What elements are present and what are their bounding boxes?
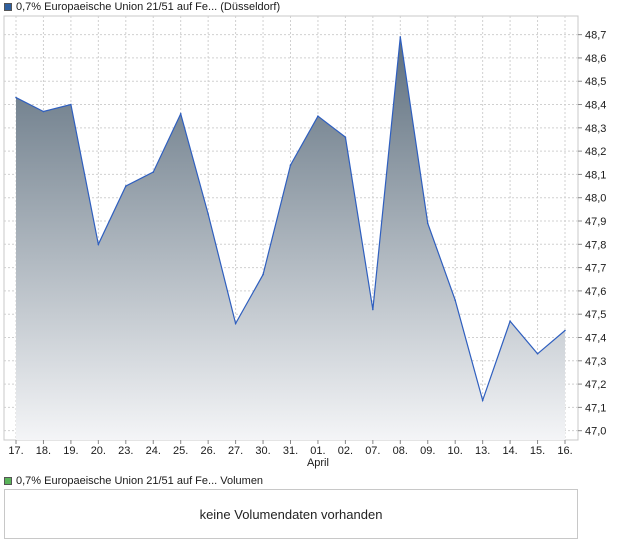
x-tick-label: 25. bbox=[173, 445, 188, 457]
y-tick-label: 48,5 bbox=[585, 76, 606, 88]
x-tick-label: 13. bbox=[475, 445, 490, 457]
data-point bbox=[317, 115, 319, 117]
x-tick-label: 01. bbox=[310, 445, 325, 457]
x-tick-label: 02. bbox=[338, 445, 353, 457]
y-tick-label: 48,3 bbox=[585, 123, 606, 135]
data-point bbox=[399, 36, 402, 38]
y-tick-label: 48,7 bbox=[585, 30, 606, 42]
y-tick-label: 48,0 bbox=[585, 193, 606, 205]
y-tick-label: 47,0 bbox=[585, 426, 606, 438]
x-tick-label: 14. bbox=[502, 445, 517, 457]
y-tick-label: 47,7 bbox=[585, 263, 606, 275]
price-legend: 0,7% Europaeische Union 21/51 auf Fe... … bbox=[4, 0, 280, 14]
x-tick-label: 24. bbox=[146, 445, 161, 457]
data-point bbox=[454, 299, 457, 302]
price-legend-label: 0,7% Europaeische Union 21/51 auf Fe... … bbox=[16, 1, 281, 13]
x-tick-label: 26. bbox=[201, 445, 216, 457]
data-point bbox=[97, 243, 100, 246]
y-tick-label: 47,5 bbox=[585, 309, 606, 321]
x-tick-label: 31. bbox=[283, 445, 298, 457]
y-tick-label: 47,1 bbox=[585, 402, 606, 414]
data-point bbox=[207, 213, 209, 215]
data-point bbox=[262, 273, 264, 276]
area-layer bbox=[15, 36, 566, 440]
x-tick-label: 16. bbox=[557, 445, 572, 457]
data-point bbox=[70, 103, 72, 106]
price-legend-swatch bbox=[4, 3, 12, 11]
x-tick-label: 10. bbox=[448, 445, 463, 457]
volume-legend-label: 0,7% Europaeische Union 21/51 auf Fe... … bbox=[16, 475, 264, 487]
x-tick-label: 20. bbox=[91, 445, 106, 457]
y-tick-label: 48,2 bbox=[585, 146, 606, 158]
volume-legend: 0,7% Europaeische Union 21/51 auf Fe... … bbox=[4, 474, 263, 488]
y-tick-label: 47,2 bbox=[585, 379, 606, 391]
price-chart: 47,0 47,1 47,2 47,3 47,4 47,5 47,6 47,7 47,8 47,9… bbox=[3, 15, 606, 469]
y-tick-label: 47,3 bbox=[585, 356, 606, 368]
y-tick-label: 47,9 bbox=[585, 216, 606, 228]
x-tick-label: 19. bbox=[63, 445, 78, 457]
x-tick-label: 30. bbox=[255, 445, 270, 457]
volume-empty-message: keine Volumendaten vorhanden bbox=[199, 506, 383, 522]
data-point bbox=[289, 164, 292, 166]
data-point bbox=[42, 110, 45, 113]
data-point bbox=[481, 399, 484, 402]
x-tick-label: 08. bbox=[393, 445, 408, 457]
x-month-label: April bbox=[307, 457, 329, 469]
x-tick-label: 15. bbox=[530, 445, 545, 457]
x-tick-label: 07. bbox=[365, 445, 380, 457]
y-tick-label: 47,6 bbox=[585, 286, 606, 298]
y-tick-label: 48,6 bbox=[585, 53, 606, 65]
data-point bbox=[125, 185, 127, 187]
data-point bbox=[344, 136, 347, 138]
data-point bbox=[536, 353, 539, 355]
data-point bbox=[509, 320, 511, 322]
volume-panel: keine Volumendaten vorhanden bbox=[4, 489, 578, 539]
y-axis: 47,0 47,1 47,2 47,3 47,4 47,5 47,6 47,7 47,8 47,9… bbox=[578, 30, 606, 438]
data-point bbox=[179, 113, 182, 115]
data-point bbox=[564, 329, 566, 332]
x-tick-label: 09. bbox=[420, 445, 435, 457]
data-point bbox=[372, 308, 374, 311]
area-fill bbox=[16, 36, 565, 440]
x-tick-label: 17. bbox=[8, 445, 23, 457]
x-axis: 17. 18. 19. 20. 23. 24. 25. 26. 27. 30. 31. 01.Apri… bbox=[8, 440, 573, 469]
data-point bbox=[15, 96, 17, 99]
data-point bbox=[426, 222, 429, 225]
x-tick-label: 18. bbox=[36, 445, 51, 457]
y-tick-label: 47,4 bbox=[585, 332, 606, 344]
y-tick-label: 47,8 bbox=[585, 239, 606, 251]
y-tick-label: 48,4 bbox=[585, 100, 606, 112]
x-tick-label: 27. bbox=[228, 445, 243, 457]
data-point bbox=[152, 171, 155, 173]
y-tick-label: 48,1 bbox=[585, 169, 606, 181]
x-tick-label: 23. bbox=[118, 445, 133, 457]
volume-legend-swatch bbox=[4, 477, 12, 485]
data-point bbox=[234, 322, 237, 325]
